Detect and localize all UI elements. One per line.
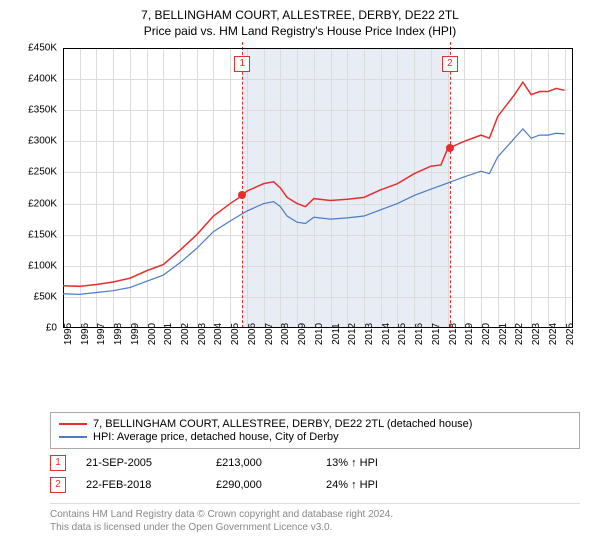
sales-list: 1 21-SEP-2005 £213,000 13% ↑ HPI 2 22-FEB-201… — [0, 455, 600, 493]
legend-swatch — [59, 436, 87, 438]
series-svg — [15, 48, 575, 330]
sale-marker: 2 — [50, 477, 66, 493]
sale-marker: 1 — [50, 455, 66, 471]
legend-item: 7, BELLINGHAM COURT, ALLESTREE, DERBY, D… — [59, 418, 571, 430]
title-sub: Price paid vs. HM Land Registry's House … — [10, 24, 590, 38]
legend-swatch — [59, 423, 87, 425]
sale-price: £290,000 — [216, 479, 306, 491]
sale-date: 22-FEB-2018 — [86, 479, 196, 491]
sale-row: 2 22-FEB-2018 £290,000 24% ↑ HPI — [50, 477, 580, 493]
sale-pct: 24% ↑ HPI — [326, 479, 378, 491]
sale-price: £213,000 — [216, 457, 306, 469]
footer-line-1: Contains HM Land Registry data © Crown c… — [50, 508, 580, 521]
series-property — [63, 82, 565, 286]
footer-line-2: This data is licensed under the Open Gov… — [50, 521, 580, 534]
legend: 7, BELLINGHAM COURT, ALLESTREE, DERBY, D… — [50, 412, 580, 449]
series-hpi — [63, 129, 565, 295]
legend-label: HPI: Average price, detached house, City… — [93, 431, 339, 443]
title-main: 7, BELLINGHAM COURT, ALLESTREE, DERBY, D… — [10, 8, 590, 22]
price-chart: £0£50K£100K£150K£200K£250K£300K£350K£400… — [15, 48, 585, 368]
legend-label: 7, BELLINGHAM COURT, ALLESTREE, DERBY, D… — [93, 418, 472, 430]
legend-item: HPI: Average price, detached house, City… — [59, 431, 571, 443]
title-block: 7, BELLINGHAM COURT, ALLESTREE, DERBY, D… — [0, 0, 600, 42]
footer: Contains HM Land Registry data © Crown c… — [50, 503, 580, 534]
sale-row: 1 21-SEP-2005 £213,000 13% ↑ HPI — [50, 455, 580, 471]
sale-date: 21-SEP-2005 — [86, 457, 196, 469]
sale-pct: 13% ↑ HPI — [326, 457, 378, 469]
